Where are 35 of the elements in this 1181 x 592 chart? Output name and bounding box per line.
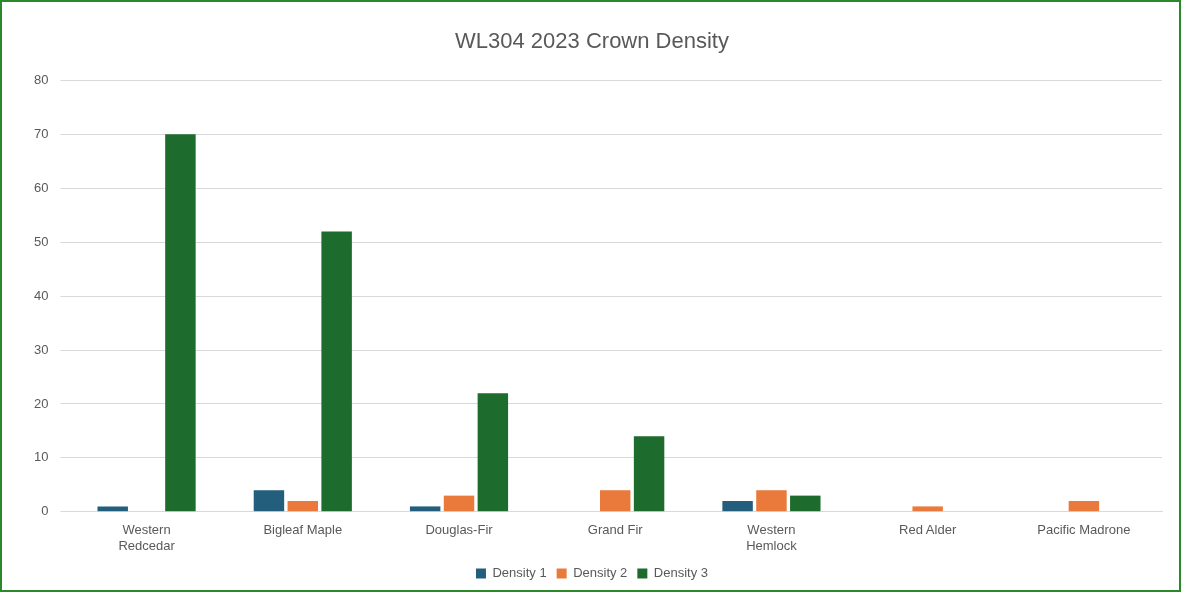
bar (477, 393, 509, 512)
bar (600, 490, 631, 512)
bar (1068, 501, 1100, 512)
y-tick-label: 40 (33, 287, 49, 303)
y-tick-label: 70 (33, 125, 49, 141)
legend-label: Density 1 (492, 565, 547, 581)
bar (165, 134, 196, 512)
y-tick-label: 30 (33, 341, 49, 357)
bar (722, 501, 753, 512)
legend-label: Density 3 (653, 565, 709, 581)
bar (790, 495, 821, 512)
y-tick-label: 20 (33, 395, 49, 411)
bar (409, 506, 441, 512)
y-tick-label: 80 (33, 71, 49, 87)
bar (97, 506, 128, 512)
y-tick-label: 60 (33, 179, 49, 195)
bar (443, 495, 475, 512)
x-tick-label: Douglas-Fir (425, 522, 494, 538)
y-tick-label: 50 (33, 233, 49, 249)
x-tick-label: Bigleaf Maple (263, 522, 343, 538)
x-tick-label: Red Alder (899, 522, 957, 538)
bar (321, 231, 352, 512)
chart-title: WL304 2023 Crown Density (455, 28, 729, 54)
bar (253, 490, 285, 512)
y-tick-label: 10 (33, 449, 49, 465)
x-tick-label: Pacific Madrone (1037, 522, 1131, 538)
x-tick-label: Western Redcedar (118, 522, 176, 553)
legend-label: Density 2 (573, 565, 628, 581)
y-tick-label: 0 (41, 503, 49, 519)
bar (912, 506, 943, 512)
bar (633, 436, 665, 512)
x-tick-label: Grand Fir (587, 522, 644, 538)
bar (287, 501, 319, 512)
bar (756, 490, 787, 512)
x-tick-label: Western Hemlock (746, 522, 798, 553)
